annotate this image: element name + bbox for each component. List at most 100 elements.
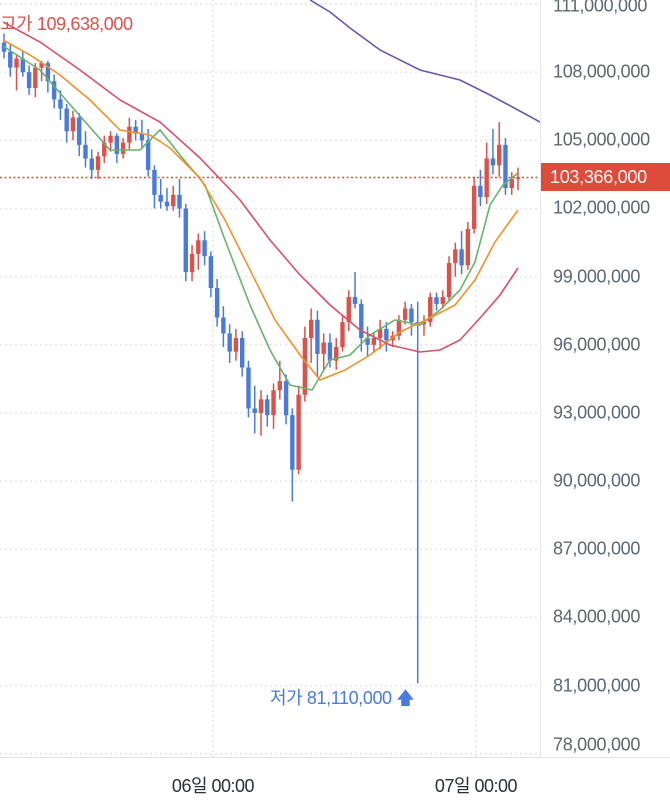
candle bbox=[283, 374, 289, 425]
price-tick-label: 105,000,000 bbox=[553, 129, 650, 150]
candle bbox=[133, 119, 138, 141]
candle bbox=[334, 337, 339, 370]
candle bbox=[346, 290, 351, 332]
candle bbox=[265, 394, 270, 427]
price-tick-label: 90,000,000 bbox=[553, 470, 641, 491]
candle bbox=[202, 231, 207, 266]
candle bbox=[127, 117, 132, 150]
time-axis[interactable]: 06일 00:00 07일 00:00 bbox=[0, 757, 670, 806]
candle bbox=[114, 133, 120, 164]
candle bbox=[26, 65, 32, 95]
price-tick-label: 108,000,000 bbox=[553, 61, 650, 82]
candle bbox=[89, 149, 94, 179]
candle bbox=[221, 306, 226, 348]
price-tick-label: 84,000,000 bbox=[553, 606, 641, 627]
candle bbox=[327, 333, 333, 368]
candle bbox=[453, 242, 458, 277]
candle bbox=[409, 303, 414, 336]
candle bbox=[503, 138, 508, 195]
candle bbox=[290, 408, 295, 502]
candle bbox=[465, 222, 471, 270]
price-axis[interactable]: 111,000,000 108,000,000 105,000,000 102,000… bbox=[540, 0, 670, 757]
moving-average-line bbox=[2, 45, 519, 391]
candle bbox=[145, 128, 151, 177]
price-tick-label: 81,000,000 bbox=[553, 675, 641, 696]
price-tick-label: 87,000,000 bbox=[553, 538, 641, 559]
candle bbox=[428, 292, 433, 327]
candle bbox=[308, 308, 314, 363]
candle bbox=[396, 315, 402, 341]
candle bbox=[83, 131, 88, 168]
candle bbox=[321, 333, 326, 370]
candle bbox=[227, 324, 232, 363]
candle bbox=[51, 74, 57, 109]
arrow-up-icon: 🡅 bbox=[396, 688, 415, 708]
candle bbox=[171, 185, 176, 211]
candle bbox=[471, 176, 477, 234]
candle bbox=[233, 328, 239, 361]
candle bbox=[377, 319, 383, 350]
high-price-label: 고가 109,638,000 bbox=[0, 14, 133, 34]
candle bbox=[108, 131, 113, 152]
candle bbox=[434, 292, 439, 311]
candle bbox=[484, 142, 489, 204]
low-price-label: 저가 81,110,000 🡅 bbox=[270, 684, 415, 716]
candle bbox=[58, 90, 63, 120]
moving-average-line bbox=[2, 21, 519, 353]
candle bbox=[440, 290, 445, 309]
price-tick-label: 111,000,000 bbox=[553, 0, 648, 16]
candle bbox=[189, 244, 195, 282]
candle bbox=[70, 110, 76, 141]
candle bbox=[459, 231, 464, 275]
price-tick-label: 78,000,000 bbox=[553, 734, 641, 755]
candle bbox=[258, 390, 264, 436]
moving-average-line bbox=[309, 0, 540, 123]
candle bbox=[77, 113, 82, 157]
plot-area[interactable]: 고가 109,638,000 저가 81,110,000 🡅 bbox=[0, 0, 540, 757]
candle bbox=[509, 172, 514, 195]
candle bbox=[515, 167, 521, 191]
candle bbox=[296, 385, 301, 475]
candle bbox=[352, 272, 358, 309]
price-tick-label: 99,000,000 bbox=[553, 266, 641, 287]
candle bbox=[164, 188, 170, 211]
candle bbox=[14, 53, 19, 91]
candle bbox=[183, 203, 188, 282]
time-tick-label: 07일 00:00 bbox=[434, 776, 518, 796]
candle bbox=[365, 326, 370, 357]
candles-layer bbox=[0, 0, 540, 757]
candle bbox=[496, 122, 502, 177]
candle bbox=[95, 151, 101, 179]
candle bbox=[152, 165, 157, 209]
candle bbox=[239, 331, 245, 377]
candle bbox=[340, 315, 345, 352]
candle bbox=[158, 178, 163, 209]
candle bbox=[402, 301, 408, 325]
candle bbox=[315, 310, 320, 377]
candle bbox=[208, 251, 214, 298]
time-tick-label: 06일 00:00 bbox=[171, 776, 255, 796]
candle bbox=[421, 315, 427, 336]
candle bbox=[196, 233, 201, 270]
current-price-tag: 103,366,000 bbox=[541, 163, 670, 192]
price-tick-label: 102,000,000 bbox=[553, 197, 650, 218]
price-tick-label: 96,000,000 bbox=[553, 334, 641, 355]
candle bbox=[120, 138, 126, 159]
candle bbox=[478, 169, 483, 207]
candle bbox=[490, 128, 496, 175]
candle bbox=[64, 103, 69, 143]
candle bbox=[415, 301, 420, 684]
candle bbox=[102, 135, 107, 164]
price-tick-label: 93,000,000 bbox=[553, 402, 641, 423]
candle bbox=[177, 178, 182, 218]
candle bbox=[214, 278, 220, 327]
candle bbox=[252, 385, 257, 434]
candle bbox=[246, 360, 251, 418]
candle bbox=[20, 51, 26, 77]
low-price-text: 저가 81,110,000 bbox=[270, 688, 392, 708]
candle bbox=[33, 63, 38, 98]
moving-average-line bbox=[2, 39, 519, 381]
candle bbox=[384, 322, 389, 352]
candle bbox=[446, 256, 452, 302]
